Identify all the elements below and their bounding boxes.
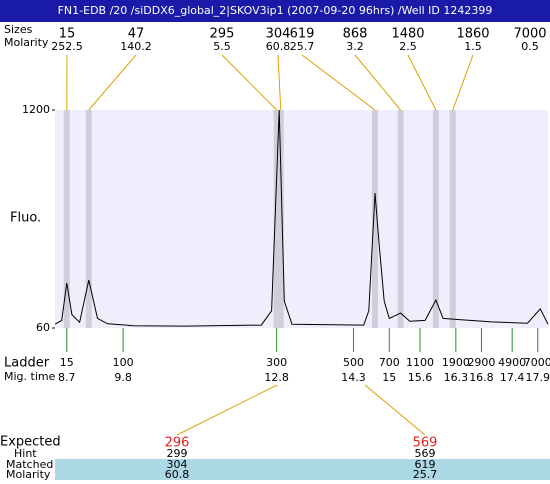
ladder-size: 15 (60, 356, 74, 369)
ladder-size: 500 (343, 356, 364, 369)
ladder-time: 17.4 (500, 371, 525, 384)
mig-time-label: Mig. time (4, 370, 56, 383)
ladder-time: 17.9 (526, 371, 550, 384)
ladder-time: 15.6 (408, 371, 433, 384)
peak-connector (453, 55, 473, 110)
expected-connector (365, 385, 425, 435)
ladder-size: 700 (379, 356, 400, 369)
ladder-size: 1900 (442, 356, 470, 369)
peak-connector (278, 55, 281, 110)
peak-molarity: 252.5 (51, 40, 83, 53)
peak-connector (408, 55, 436, 110)
peak-molarity: 3.2 (346, 40, 364, 53)
peak-molarity: 2.5 (399, 40, 417, 53)
peak-connector (355, 55, 401, 110)
ladder-time: 8.7 (58, 371, 76, 384)
y-tick-label: 1200 (22, 103, 50, 116)
plot-area (55, 110, 548, 328)
ladder-time: 9.8 (114, 371, 132, 384)
title: FN1-EDB /20 /siDDX6_global_2|SKOV3ip1 (2… (58, 4, 493, 17)
peak-band (86, 110, 92, 328)
ladder-time: 12.8 (264, 371, 289, 384)
peak-molarity: 0.5 (521, 40, 539, 53)
peak-molarity: 1.5 (464, 40, 482, 53)
expected-molarity-label: Molarity (6, 468, 51, 480)
peak-connector (222, 55, 277, 110)
ladder-size: 300 (266, 356, 287, 369)
peak-band (278, 110, 284, 328)
y-axis-label: Fluo. (10, 211, 41, 226)
expected-molarity: 25.7 (413, 468, 438, 480)
expected-connector (177, 385, 277, 435)
peak-band (433, 110, 439, 328)
peak-connector (89, 55, 136, 110)
ladder-size: 2900 (467, 356, 495, 369)
ladder-time: 16.3 (444, 371, 469, 384)
peak-molarity: 140.2 (120, 40, 152, 53)
ladder-size: 4900 (498, 356, 526, 369)
molarity-label: Molarity (4, 36, 49, 49)
ladder-time: 14.3 (341, 371, 366, 384)
sizes-label: Sizes (4, 23, 33, 36)
ladder-size: 7000 (524, 356, 550, 369)
peak-molarity: 5.5 (213, 40, 231, 53)
peak-band (450, 110, 456, 328)
y-tick-label: 60 (36, 321, 50, 334)
peak-band (398, 110, 404, 328)
matched-band (55, 459, 550, 480)
ladder-size: 100 (113, 356, 134, 369)
peak-molarity: 25.7 (290, 40, 315, 53)
ladder-time: 15 (382, 371, 396, 384)
peak-connector (302, 55, 375, 110)
ladder-time: 16.8 (469, 371, 494, 384)
peak-molarity: 60.8 (266, 40, 291, 53)
expected-molarity: 60.8 (165, 468, 190, 480)
ladder-size: 1100 (406, 356, 434, 369)
ladder-label: Ladder (4, 356, 50, 371)
